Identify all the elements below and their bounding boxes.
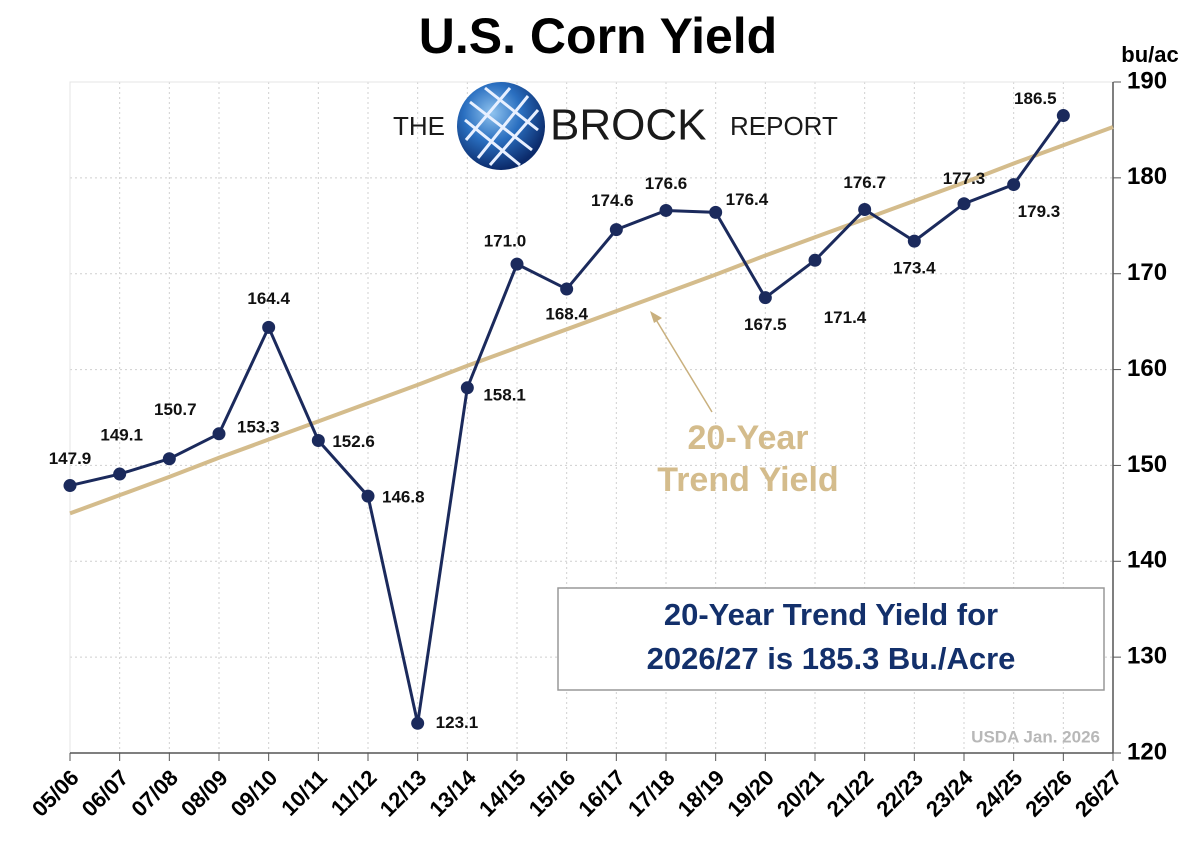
data-label: 168.4 — [545, 305, 588, 324]
data-label: 174.6 — [591, 191, 634, 210]
data-point — [957, 197, 971, 211]
data-label: 149.1 — [100, 426, 143, 445]
source: USDA Jan. 2026 — [971, 727, 1100, 746]
data-label: 176.6 — [645, 174, 688, 193]
data-label: 177.3 — [943, 169, 986, 188]
y-tick-label: 180 — [1127, 163, 1167, 190]
y-tick-label: 130 — [1127, 642, 1167, 669]
data-label: 147.9 — [49, 449, 92, 468]
data-label: 167.5 — [744, 315, 787, 334]
y-tick-label: 190 — [1127, 67, 1167, 94]
callout-box — [557, 587, 1105, 691]
data-point — [560, 282, 574, 296]
data-point — [311, 434, 325, 448]
data-label: 171.0 — [484, 232, 527, 251]
data-label: 150.7 — [154, 400, 197, 419]
y-tick-label: 140 — [1127, 547, 1167, 574]
y-tick-label: 160 — [1127, 355, 1167, 382]
logo-text: THE — [393, 111, 445, 141]
data-label: 146.8 — [382, 488, 425, 507]
chart-title: U.S. Corn Yield — [419, 8, 777, 64]
data-point — [262, 320, 276, 334]
data-point — [460, 381, 474, 395]
y-unit: bu/ac — [1121, 42, 1178, 67]
data-label: 152.6 — [332, 432, 375, 451]
callout-text: 2026/27 is 185.3 Bu./Acre — [647, 641, 1016, 676]
logo-text: BROCK — [550, 101, 706, 150]
line-series — [69, 125, 1114, 516]
annotation: Trend Yield — [657, 461, 838, 499]
annotation-arrowhead — [650, 311, 662, 323]
y-tick-label: 150 — [1127, 451, 1167, 478]
data-point — [758, 291, 772, 305]
data-point — [1007, 178, 1021, 192]
data-label: 153.3 — [237, 417, 280, 436]
data-point — [609, 223, 623, 237]
data-label: 186.5 — [1014, 89, 1057, 108]
data-point — [858, 202, 872, 216]
data-point — [162, 452, 176, 466]
callout-text: 20-Year Trend Yield for — [664, 597, 998, 632]
y-tick-label: 170 — [1127, 259, 1167, 286]
data-label: 173.4 — [893, 259, 936, 278]
data-point — [709, 205, 723, 219]
data-point — [113, 467, 127, 481]
data-label: 164.4 — [247, 289, 290, 308]
data-point — [510, 257, 524, 271]
data-point — [63, 479, 77, 493]
data-point — [1056, 109, 1070, 123]
logo: THE BROCK REPORT — [393, 82, 838, 170]
data-point — [361, 489, 375, 503]
data-point — [659, 203, 673, 217]
data-point — [907, 234, 921, 248]
data-label: 123.1 — [436, 713, 479, 732]
data-point — [411, 716, 425, 730]
logo-grid — [464, 86, 540, 167]
y-tick-label: 120 — [1127, 738, 1167, 765]
annotation: 20-Year — [688, 419, 809, 457]
data-label: 158.1 — [483, 385, 526, 404]
annotation-arrow — [654, 317, 713, 413]
data-point — [212, 427, 226, 441]
data-label: 176.7 — [843, 173, 886, 192]
data-point — [808, 253, 822, 267]
data-label: 179.3 — [1018, 202, 1061, 221]
data-label: 176.4 — [726, 190, 769, 209]
logo-text: REPORT — [730, 111, 838, 141]
data-label: 171.4 — [824, 308, 867, 327]
